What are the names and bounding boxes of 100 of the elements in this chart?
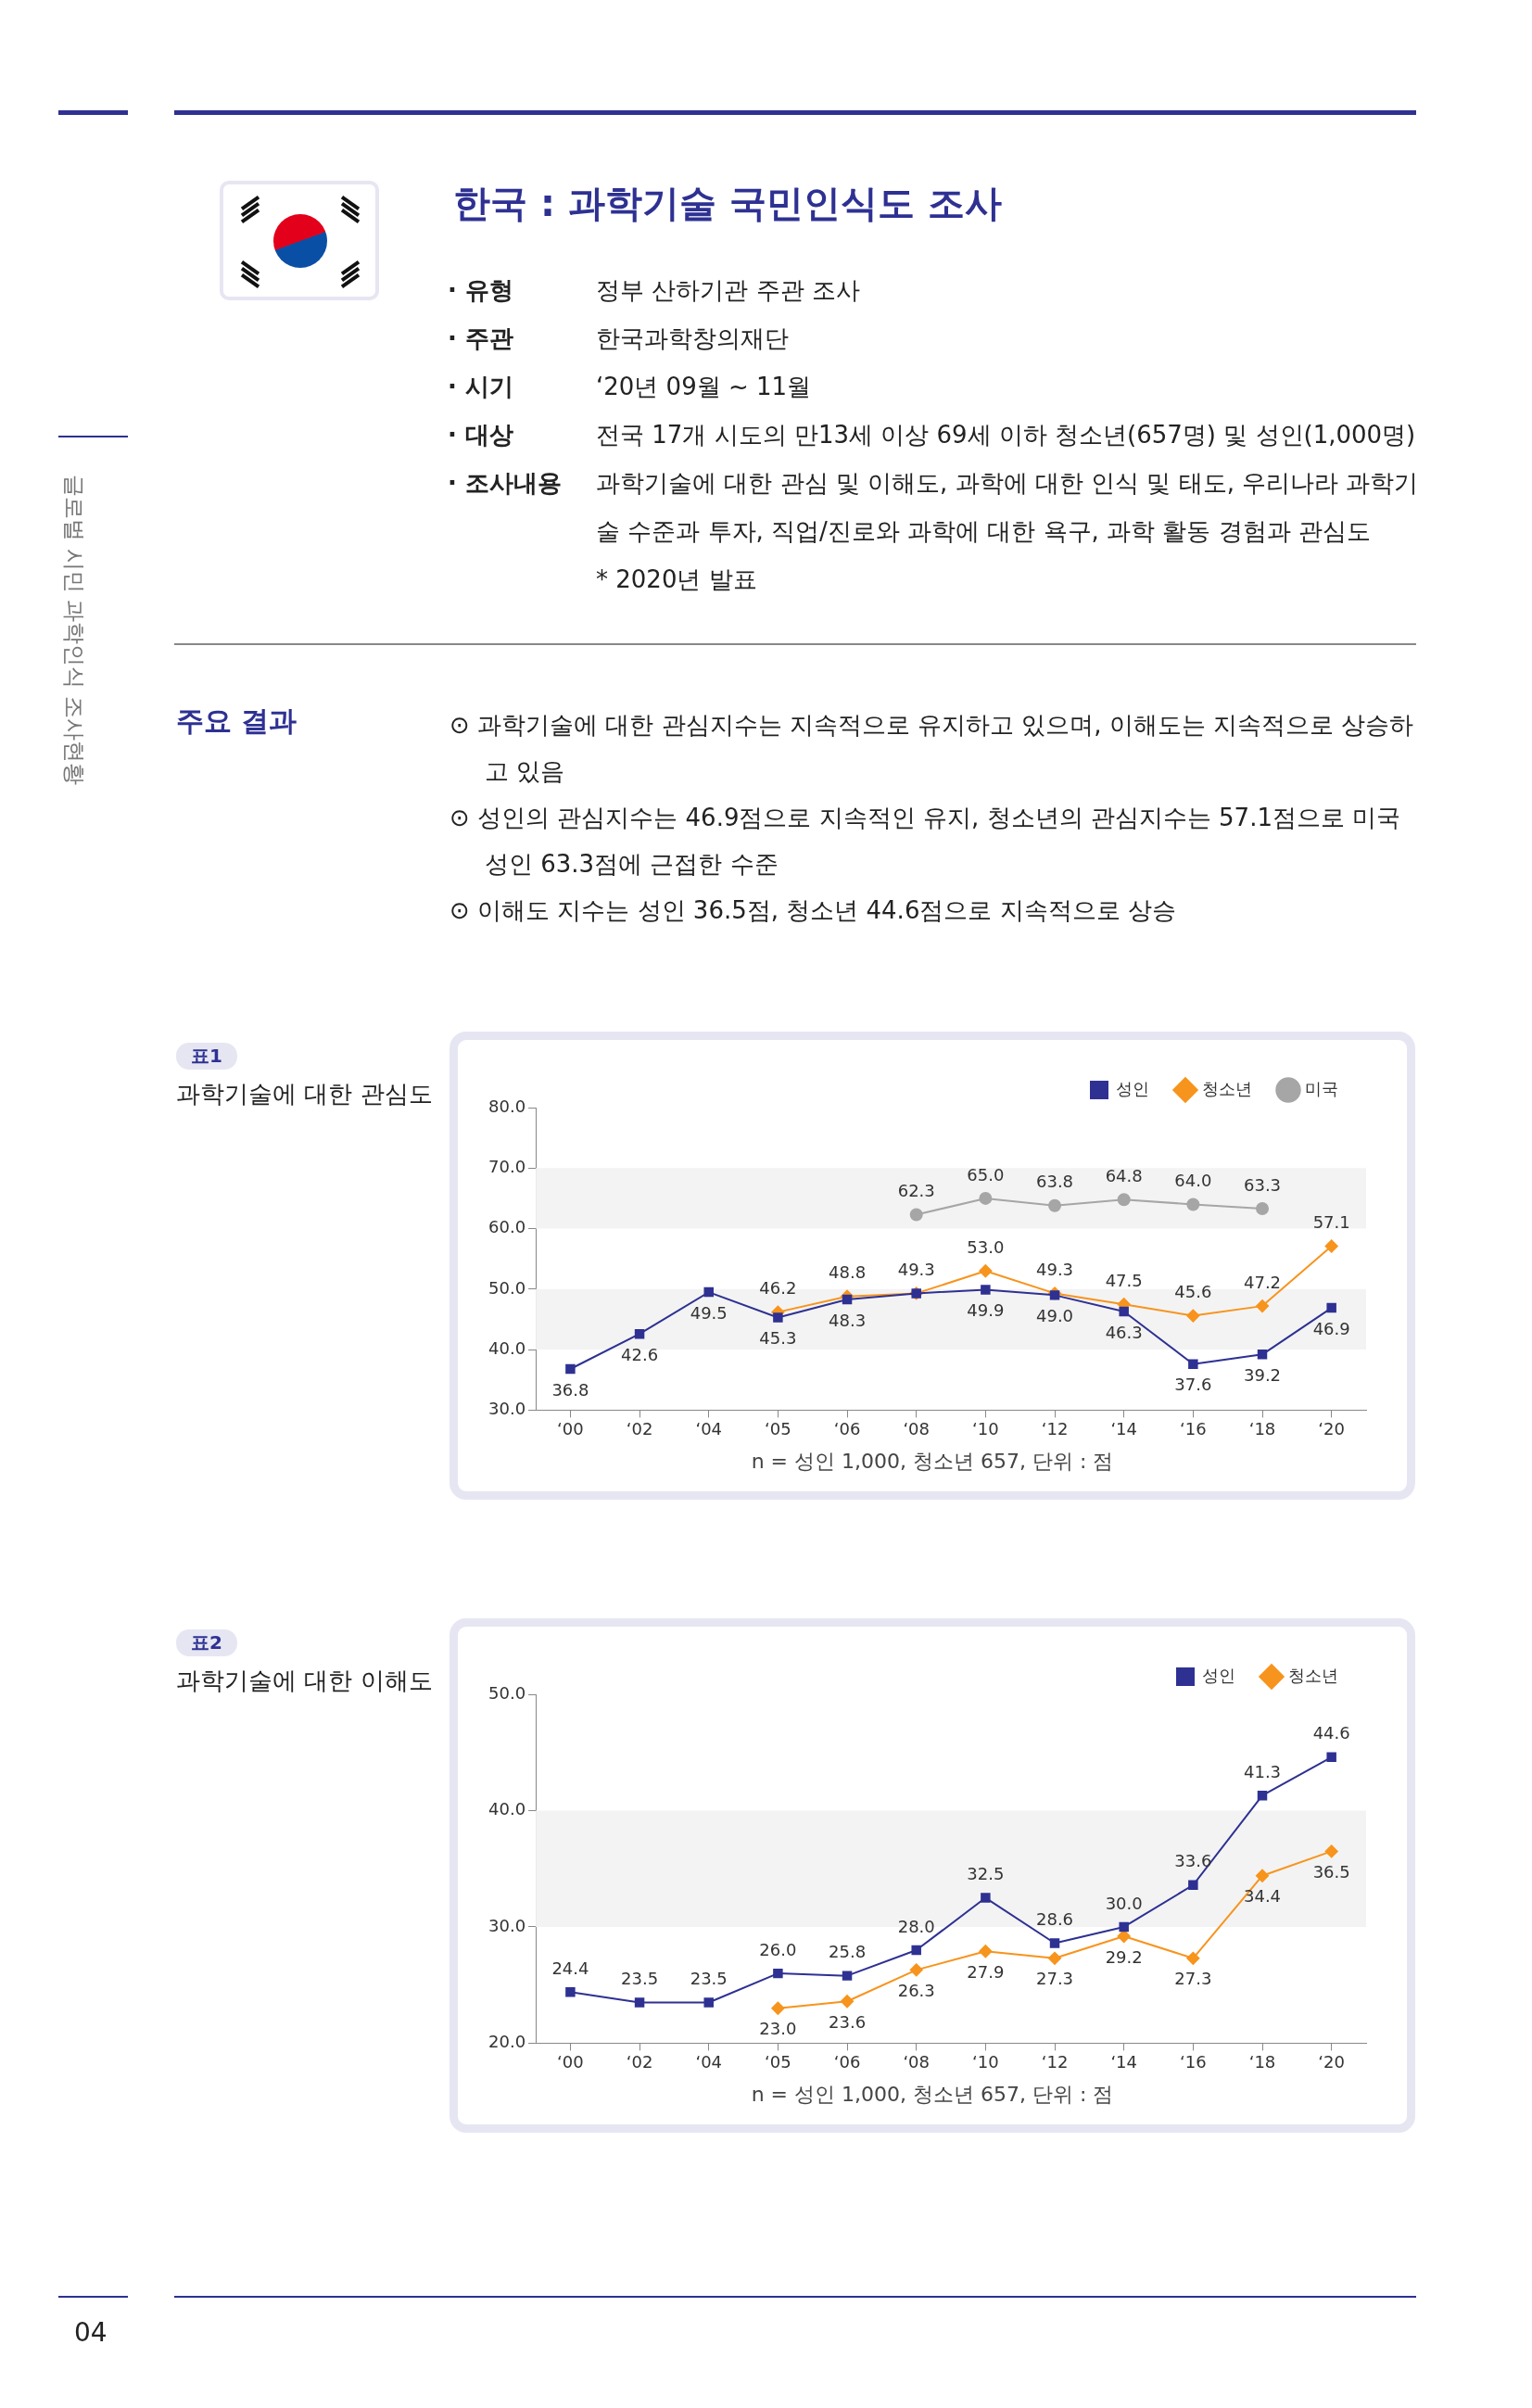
data-label: 42.6 [621, 1344, 659, 1364]
data-label: 46.3 [1105, 1322, 1143, 1342]
legend-label: 청소년 [1288, 1665, 1338, 1685]
legend-label: 성인 [1116, 1078, 1149, 1098]
text: ⊙ 이해도 지수는 성인 36.5점, 청소년 44.6점으로 지속적으로 상승 [449, 895, 1177, 926]
data-label: 47.5 [1105, 1270, 1143, 1290]
y-tick-label: 50.0 [488, 1277, 526, 1298]
text: 표1 [176, 1043, 237, 1070]
data-label: 27.3 [1035, 1969, 1074, 1989]
y-tick-label: 40.0 [488, 1337, 526, 1358]
data-label: 45.6 [1174, 1282, 1212, 1302]
y-tick-label: 30.0 [488, 1915, 526, 1935]
data-label: 28.6 [1035, 1909, 1074, 1930]
text: 과학기술에 대한 관심 및 이해도, 과학에 대한 인식 및 태도, 우리나라 과학기술 수준과 투자, 직업/진로와 과학에 대한 욕구, 과학 활동 경험과 관심도 [596, 468, 1420, 547]
text: · 유형 [448, 275, 514, 306]
x-tick-label: ‘16 [1180, 2051, 1207, 2072]
x-tick-label: ‘05 [765, 1418, 791, 1438]
data-label: 30.0 [1105, 1893, 1143, 1913]
data-label: 41.3 [1243, 1761, 1282, 1781]
x-tick-label: ‘12 [1041, 1418, 1069, 1438]
y-tick-label: 70.0 [488, 1156, 526, 1176]
y-tick-label: 40.0 [488, 1799, 526, 1819]
text: 정부 산하기관 주관 조사 [596, 275, 861, 306]
data-label: 32.5 [967, 1864, 1005, 1884]
data-label: 36.5 [1312, 1862, 1350, 1882]
x-tick-label: ‘02 [626, 2051, 653, 2072]
data-label: 64.8 [1105, 1165, 1143, 1185]
x-tick-label: ‘20 [1318, 1418, 1345, 1438]
text: 과학기술에 대한 관심도 [176, 1079, 433, 1109]
data-label: 48.3 [829, 1310, 867, 1330]
data-label: 39.2 [1243, 1365, 1282, 1386]
data-label: 23.5 [690, 1969, 728, 1989]
text: 04 [74, 2317, 108, 2348]
x-tick-label: ‘00 [557, 1418, 584, 1438]
text: 과학기술에 대한 이해도 [176, 1666, 433, 1696]
x-tick-label: ‘06 [833, 1418, 861, 1438]
data-label: 24.4 [551, 1958, 589, 1978]
data-label: 45.3 [759, 1328, 797, 1349]
data-label: 28.0 [897, 1916, 935, 1936]
text: ‘20년 09월 ~ 11월 [596, 372, 813, 402]
data-label: 63.8 [1035, 1172, 1074, 1192]
text: 한국 : 과학기술 국민인식도 조사 [453, 181, 1002, 226]
x-tick-label: ‘04 [695, 2051, 723, 2072]
data-label: 36.8 [551, 1379, 589, 1400]
legend-label: 미국 [1305, 1078, 1338, 1098]
text: 한국과학창의재단 [596, 323, 790, 354]
x-tick-label: ‘06 [833, 2051, 861, 2072]
text: ⊙ 과학기술에 대한 관심지수는 지속적으로 유지하고 있으며, 이해도는 지속적으로 상승하고 있음 [449, 710, 1415, 787]
data-label: 26.0 [759, 1939, 797, 1959]
legend-label: 청소년 [1202, 1078, 1252, 1098]
data-label: 27.9 [967, 1961, 1005, 1982]
x-tick-label: ‘08 [903, 2051, 931, 2072]
y-tick-label: 30.0 [488, 1399, 526, 1419]
x-tick-label: ‘10 [972, 1418, 999, 1438]
legend-label: 성인 [1202, 1665, 1235, 1685]
data-label: 25.8 [829, 1942, 867, 1962]
x-tick-label: ‘08 [903, 1418, 931, 1438]
data-label: 27.3 [1174, 1969, 1212, 1989]
data-label: 33.6 [1174, 1851, 1212, 1871]
x-tick-label: ‘10 [972, 2051, 999, 2072]
text: * 2020년 발표 [596, 564, 758, 595]
x-tick-label: ‘02 [626, 1418, 653, 1438]
x-tick-label: ‘04 [695, 1418, 723, 1438]
data-label: 26.3 [897, 1981, 935, 2001]
data-label: 49.3 [897, 1260, 935, 1280]
x-tick-label: ‘14 [1110, 2051, 1138, 2072]
data-label: 62.3 [897, 1181, 935, 1201]
text: · 조사내용 [448, 468, 563, 499]
text: 주요 결과 [176, 703, 298, 739]
text: 글로벌 시민 과학인식 조사현황 [60, 475, 88, 785]
x-tick-label: ‘12 [1041, 2051, 1069, 2072]
data-label: 63.3 [1243, 1174, 1282, 1195]
data-label: 34.4 [1243, 1886, 1282, 1907]
data-label: 23.0 [759, 2019, 797, 2039]
x-tick-label: ‘05 [765, 2051, 791, 2072]
data-label: 49.9 [967, 1300, 1005, 1321]
y-tick-label: 80.0 [488, 1096, 526, 1116]
data-label: 47.2 [1243, 1272, 1282, 1292]
text: n = 성인 1,000, 청소년 657, 단위 : 점 [750, 1449, 1115, 1475]
x-tick-label: ‘14 [1110, 1418, 1138, 1438]
y-tick-label: 20.0 [488, 2032, 526, 2052]
x-tick-label: ‘16 [1180, 1418, 1207, 1438]
data-label: 29.2 [1105, 1946, 1143, 1967]
data-label: 53.0 [967, 1236, 1005, 1257]
y-tick-label: 50.0 [488, 1682, 526, 1703]
x-tick-label: ‘20 [1318, 2051, 1345, 2072]
data-label: 46.9 [1312, 1318, 1350, 1338]
text: · 대상 [448, 420, 514, 450]
data-label: 65.0 [967, 1164, 1005, 1185]
x-tick-label: ‘18 [1248, 2051, 1276, 2072]
data-label: 48.8 [829, 1262, 867, 1283]
data-label: 37.6 [1174, 1375, 1212, 1395]
text: 전국 17개 시도의 만13세 이상 69세 이하 청소년(657명) 및 성인(1,000명) [596, 420, 1417, 450]
text: ⊙ 성인의 관심지수는 46.9점으로 지속적인 유지, 청소년의 관심지수는 57.1점으로 미국 성인 63.3점에 근접한 수준 [449, 803, 1402, 880]
data-label: 44.6 [1312, 1723, 1350, 1743]
x-tick-label: ‘00 [557, 2051, 584, 2072]
text: n = 성인 1,000, 청소년 657, 단위 : 점 [750, 2082, 1115, 2108]
data-label: 23.6 [829, 2011, 867, 2032]
data-label: 23.5 [621, 1969, 659, 1989]
text: · 시기 [448, 372, 514, 402]
